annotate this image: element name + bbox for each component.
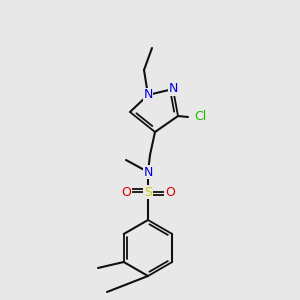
Text: O: O: [165, 185, 175, 199]
Text: N: N: [168, 82, 178, 95]
Text: N: N: [143, 166, 153, 178]
Text: S: S: [144, 185, 152, 199]
Text: N: N: [143, 88, 153, 101]
Text: Cl: Cl: [194, 110, 206, 124]
Text: O: O: [121, 185, 131, 199]
